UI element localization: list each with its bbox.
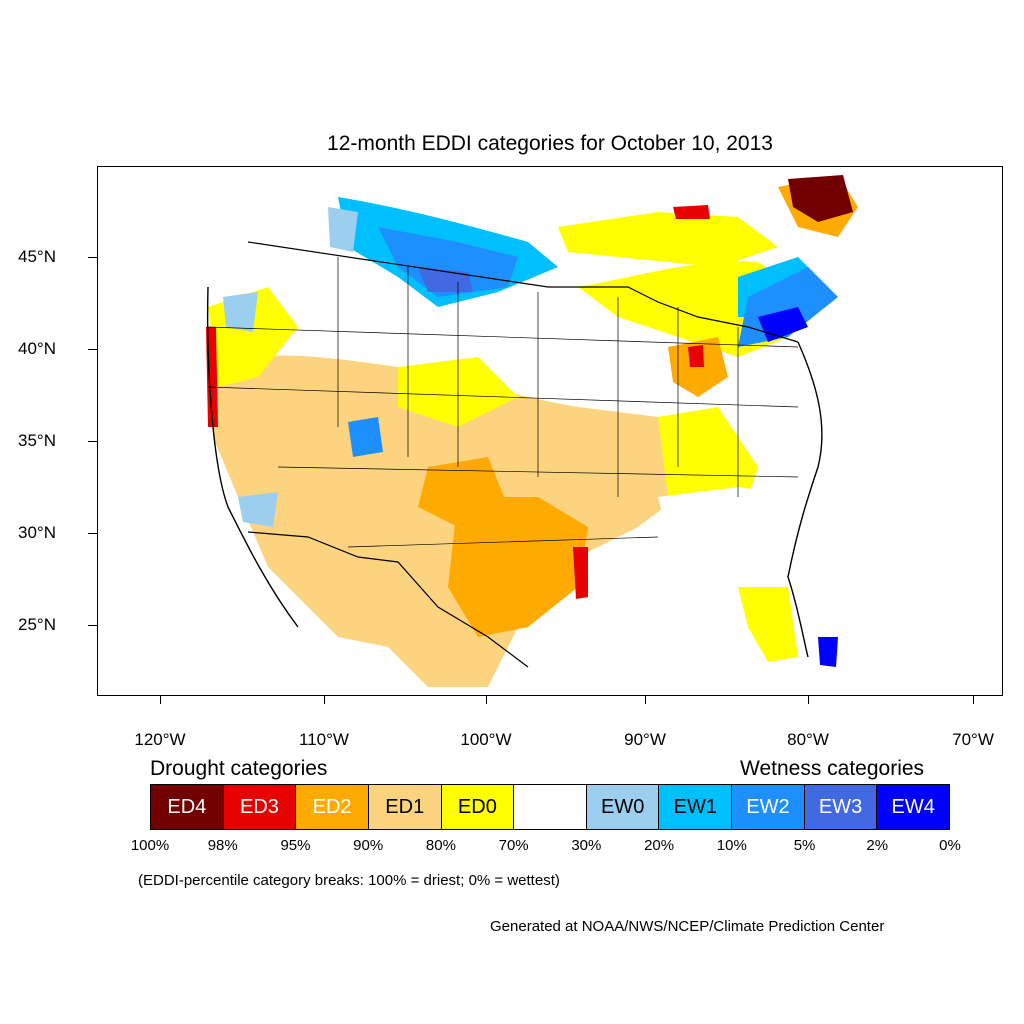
ew4-florida bbox=[818, 637, 838, 667]
ed1-region bbox=[208, 355, 678, 687]
ed2-southwest bbox=[418, 457, 508, 527]
break-label: 80% bbox=[425, 837, 456, 854]
category-note: (EDDI-percentile category breaks: 100% =… bbox=[138, 872, 560, 889]
lat-tick-30n bbox=[88, 533, 97, 534]
lat-label-45n: 45°N bbox=[18, 247, 56, 266]
canada-border bbox=[247, 241, 799, 343]
ed4-quebec bbox=[788, 175, 853, 222]
legend-swatch-ed4: ED4 bbox=[151, 785, 224, 829]
white-southeast bbox=[658, 487, 798, 597]
ew0-northwest bbox=[328, 207, 358, 252]
legend-swatch-ew2: EW2 bbox=[732, 785, 805, 829]
break-label: 70% bbox=[498, 837, 529, 854]
lat-tick-25n bbox=[88, 625, 97, 626]
lon-tick-80w bbox=[808, 696, 809, 704]
ew0-west bbox=[238, 492, 278, 527]
legend-color-bar: ED4 ED3 ED2 ED1 ED0 EW0 EW1 EW2 EW3 EW4 bbox=[150, 784, 950, 830]
lon-tick-110w bbox=[324, 696, 325, 704]
break-label: 30% bbox=[571, 837, 602, 854]
break-label: 2% bbox=[866, 837, 889, 854]
ed3-west-coast bbox=[206, 327, 218, 427]
legend-swatch-ed3: ED3 bbox=[223, 785, 297, 829]
state-lines-2 bbox=[207, 326, 799, 548]
wetness-heading: Wetness categories bbox=[740, 757, 925, 780]
break-label: 20% bbox=[644, 837, 675, 854]
lon-tick-120w bbox=[160, 696, 161, 704]
lon-label-100w: 100°W bbox=[460, 730, 512, 749]
legend-swatch-ew0: EW0 bbox=[586, 785, 660, 829]
ed3-quebec-edge bbox=[673, 205, 710, 219]
legend-swatch-ed1: ED1 bbox=[368, 785, 442, 829]
ew0-oregon bbox=[223, 292, 258, 332]
break-label: 10% bbox=[716, 837, 747, 854]
legend-swatch-ed0: ED0 bbox=[441, 785, 515, 829]
ed0-northeast bbox=[558, 212, 778, 267]
mexico-border bbox=[247, 531, 529, 668]
break-label: 5% bbox=[793, 837, 816, 854]
break-label: 90% bbox=[353, 837, 384, 854]
legend-swatch-ew1: EW1 bbox=[659, 785, 733, 829]
ew1-utah bbox=[348, 417, 383, 457]
legend-swatch-ew4: EW4 bbox=[877, 785, 950, 829]
ed3-michigan bbox=[688, 345, 704, 367]
lon-tick-100w bbox=[486, 696, 487, 704]
lat-label-35n: 35°N bbox=[18, 431, 56, 450]
break-label: 0% bbox=[939, 837, 961, 854]
lon-label-110w: 110°W bbox=[299, 730, 349, 749]
coastline bbox=[206, 286, 823, 658]
lat-tick-45n bbox=[88, 257, 97, 258]
lat-label-40n: 40°N bbox=[18, 339, 56, 358]
break-label: 100% bbox=[130, 837, 170, 854]
lon-label-90w: 90°W bbox=[624, 730, 666, 749]
eddi-map bbox=[203, 175, 858, 692]
ed2-south bbox=[448, 497, 588, 637]
lat-tick-40n bbox=[88, 349, 97, 350]
legend-swatch-ed2: ED2 bbox=[296, 785, 369, 829]
lon-label-70w: 70°W bbox=[952, 730, 994, 749]
legend-swatch-neutral bbox=[514, 785, 587, 829]
lat-label-30n: 30°N bbox=[18, 523, 56, 542]
ew2-north bbox=[378, 227, 518, 297]
lon-tick-90w bbox=[645, 696, 646, 704]
drought-heading: Drought categories bbox=[150, 757, 328, 780]
legend-swatch-ew3: EW3 bbox=[804, 785, 878, 829]
lat-label-25n: 25°N bbox=[18, 615, 56, 634]
break-label: 95% bbox=[280, 837, 311, 854]
boundaries-layer bbox=[206, 241, 823, 668]
lat-tick-35n bbox=[88, 441, 97, 442]
ed0-florida bbox=[738, 587, 798, 662]
map-title: 12-month EDDI categories for October 10,… bbox=[327, 132, 773, 155]
credit-line: Generated at NOAA/NWS/NCEP/Climate Predi… bbox=[490, 918, 885, 935]
ed3-louisiana bbox=[573, 547, 588, 599]
lon-tick-70w bbox=[973, 696, 974, 704]
category-fill-layer bbox=[203, 175, 858, 692]
map-panel bbox=[97, 166, 1003, 696]
state-lines-1 bbox=[337, 257, 739, 497]
lon-label-80w: 80°W bbox=[787, 730, 829, 749]
lon-label-120w: 120°W bbox=[134, 730, 186, 749]
break-label: 98% bbox=[207, 837, 238, 854]
